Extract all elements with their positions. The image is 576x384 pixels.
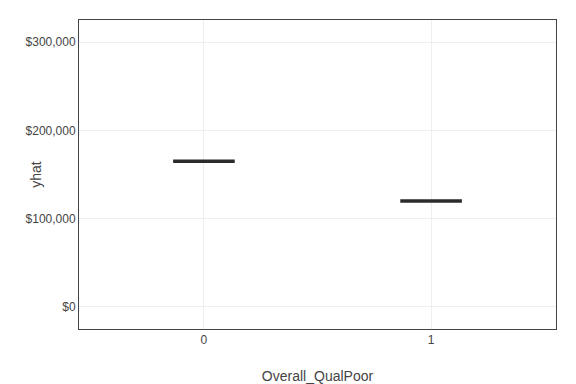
svg-text:$0: $0 bbox=[62, 300, 76, 314]
svg-text:yhat: yhat bbox=[28, 161, 44, 188]
svg-text:$100,000: $100,000 bbox=[26, 212, 76, 226]
svg-text:Overall_QualPoor: Overall_QualPoor bbox=[262, 368, 374, 384]
svg-text:1: 1 bbox=[428, 333, 435, 347]
svg-text:$200,000: $200,000 bbox=[26, 124, 76, 138]
svg-text:0: 0 bbox=[201, 333, 208, 347]
svg-text:$300,000: $300,000 bbox=[26, 35, 76, 49]
